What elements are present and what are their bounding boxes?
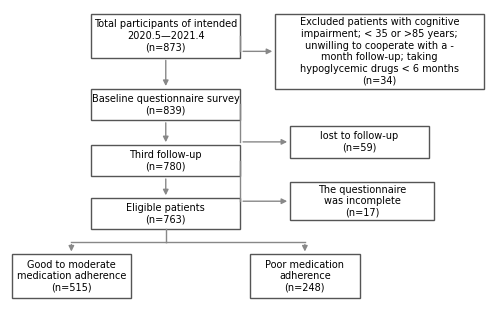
Text: lost to follow-up
(n=59): lost to follow-up (n=59) [320,131,398,153]
FancyBboxPatch shape [290,126,429,158]
FancyBboxPatch shape [290,182,434,220]
Text: Excluded patients with cognitive
impairment; < 35 or >85 years;
unwilling to coo: Excluded patients with cognitive impairm… [300,17,459,85]
Text: Third follow-up
(n=780): Third follow-up (n=780) [130,150,202,171]
FancyBboxPatch shape [250,254,360,298]
FancyBboxPatch shape [12,254,131,298]
FancyBboxPatch shape [91,145,240,176]
FancyBboxPatch shape [91,89,240,120]
Text: Total participants of intended
2020.5—2021.4
(n=873): Total participants of intended 2020.5—20… [94,19,238,52]
FancyBboxPatch shape [275,14,484,89]
Text: Good to moderate
medication adherence
(n=515): Good to moderate medication adherence (n… [16,260,126,293]
Text: Baseline questionnaire survey
(n=839): Baseline questionnaire survey (n=839) [92,94,240,115]
Text: The questionnaire
was incomplete
(n=17): The questionnaire was incomplete (n=17) [318,185,406,218]
Text: Poor medication
adherence
(n=248): Poor medication adherence (n=248) [266,260,344,293]
FancyBboxPatch shape [91,198,240,229]
Text: Eligible patients
(n=763): Eligible patients (n=763) [126,203,205,225]
FancyBboxPatch shape [91,14,240,58]
